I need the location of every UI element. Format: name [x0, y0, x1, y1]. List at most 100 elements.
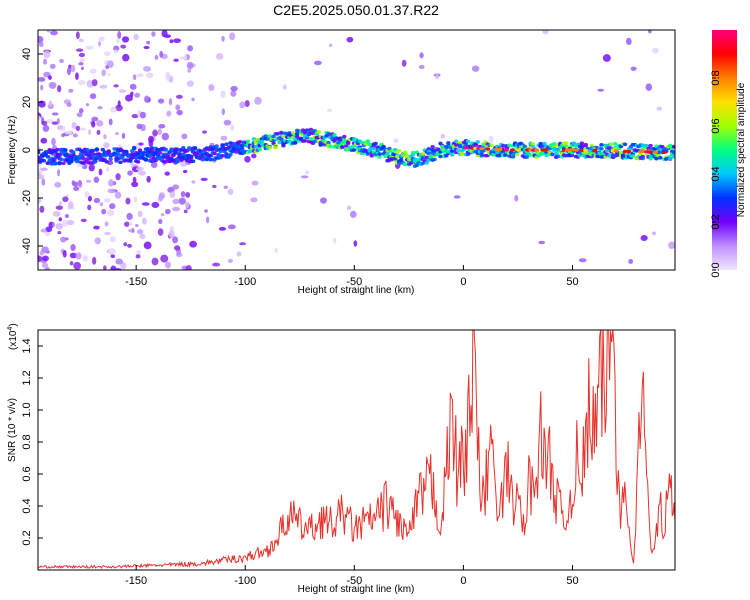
spectral-band-blob: [238, 140, 243, 144]
spectral-band-blob: [630, 154, 636, 158]
spectral-band-blob: [279, 137, 284, 142]
spectral-noise-blob: [313, 60, 322, 66]
spectral-band-blob: [420, 152, 426, 156]
spectral-noise-blob: [132, 74, 137, 81]
spectral-noise-blob: [51, 222, 56, 227]
spectral-noise-blob: [48, 81, 57, 89]
spectral-band-blob: [57, 161, 62, 166]
spectral-band-blob: [595, 154, 600, 159]
spectral-band-blob: [377, 152, 382, 156]
spectral-noise-blob: [393, 138, 399, 144]
spectral-noise-blob: [115, 258, 123, 265]
spectral-band-blob: [489, 143, 494, 147]
spectral-band-blob: [365, 140, 371, 144]
x-tick-label: -50: [346, 575, 362, 587]
spectral-noise-blob: [251, 153, 257, 159]
spectral-noise-blob: [107, 188, 116, 194]
spectral-noise-blob: [183, 54, 188, 62]
spectral-peak-blob: [463, 146, 469, 150]
spectral-band-blob: [277, 140, 282, 145]
spectral-noise-blob: [184, 201, 190, 208]
spectral-band-blob: [257, 147, 263, 152]
spectral-band-blob: [304, 128, 310, 132]
spectral-band-blob: [397, 148, 402, 153]
spectral-band-blob: [185, 148, 190, 153]
spectral-noise-blob: [110, 106, 117, 113]
spectral-noise-blob: [223, 119, 232, 126]
spectral-noise-blob: [91, 79, 98, 87]
spectral-noise-blob: [135, 250, 142, 255]
spectral-noise-blob: [86, 79, 94, 88]
spectral-noise-blob: [80, 218, 87, 223]
spectral-noise-blob: [645, 83, 653, 91]
spectral-band-blob: [47, 147, 52, 152]
spectral-band-blob: [80, 156, 86, 161]
spectral-band-blob: [587, 149, 592, 153]
spectral-band-blob: [45, 161, 51, 165]
spectral-band-blob: [220, 144, 225, 148]
spectral-noise-blob: [89, 68, 97, 74]
spectral-band-blob: [552, 142, 557, 146]
spectral-band-blob: [63, 148, 68, 152]
spectral-noise-blob: [175, 94, 183, 99]
spectral-noise-blob: [117, 100, 121, 108]
spectral-noise-blob: [60, 236, 67, 243]
spectral-noise-blob: [115, 173, 121, 181]
snr-frame: [37, 329, 676, 571]
spectral-noise-blob: [131, 228, 135, 233]
spectral-band-blob: [652, 147, 657, 151]
spectral-band-blob: [495, 150, 500, 155]
snr-marks: [38, 330, 675, 569]
spectral-noise-blob: [86, 179, 92, 183]
spectral-noise-blob: [542, 30, 549, 35]
spectral-band-blob: [84, 147, 90, 152]
spectral-band-blob: [214, 146, 219, 151]
spectral-noise-blob: [101, 69, 106, 77]
spectral-band-blob: [491, 152, 496, 157]
spectral-noise-blob: [134, 92, 141, 98]
spectral-band-blob: [397, 161, 402, 166]
spectral-noise-blob: [189, 240, 197, 248]
spectral-noise-blob: [160, 254, 169, 263]
y-tick-label: 1.2: [21, 370, 33, 385]
spectral-noise-blob: [57, 168, 61, 177]
spectral-band-blob: [542, 141, 547, 146]
spectral-noise-blob: [128, 228, 133, 233]
snr-multiplier: (x104): [7, 323, 19, 350]
spectral-noise-blob: [178, 197, 186, 205]
spectral-noise-blob: [124, 221, 130, 227]
spectral-band-blob: [247, 149, 253, 154]
spectral-noise-blob: [75, 48, 84, 52]
spectral-noise-blob: [62, 196, 69, 203]
spectral-noise-blob: [169, 76, 174, 83]
spectral-noise-blob: [109, 236, 116, 243]
spectral-band-blob: [428, 154, 433, 158]
y-tick-label: -20: [21, 190, 33, 206]
y-tick-label: 40: [21, 48, 33, 60]
spectral-noise-blob: [129, 221, 133, 226]
x-tick-label: -100: [234, 276, 256, 288]
spectral-noise-blob: [61, 133, 65, 138]
spectral-noise-blob: [38, 42, 44, 47]
spectral-noise-blob: [55, 205, 64, 210]
spectral-noise-blob: [630, 66, 637, 71]
spectral-noise-blob: [62, 219, 69, 227]
spectral-noise-blob: [121, 132, 126, 139]
y-tick-label: 0.6: [21, 466, 33, 481]
spectral-noise-blob: [50, 30, 58, 36]
spectral-band-blob: [497, 153, 502, 158]
spectral-band-blob: [265, 137, 270, 141]
spectral-noise-blob: [69, 252, 77, 259]
spectral-noise-blob: [141, 217, 147, 225]
spectral-noise-blob: [43, 58, 47, 65]
spectral-band-blob: [190, 159, 196, 164]
spectral-peak-blob: [515, 148, 521, 152]
spectral-band-blob: [369, 154, 374, 158]
spectral-band-blob: [563, 141, 569, 145]
spectral-noise-blob: [79, 127, 87, 131]
x-tick-label: 0: [460, 276, 466, 288]
spectral-noise-blob: [174, 245, 181, 251]
spectral-band-blob: [569, 153, 575, 158]
spectral-band-blob: [108, 157, 113, 162]
